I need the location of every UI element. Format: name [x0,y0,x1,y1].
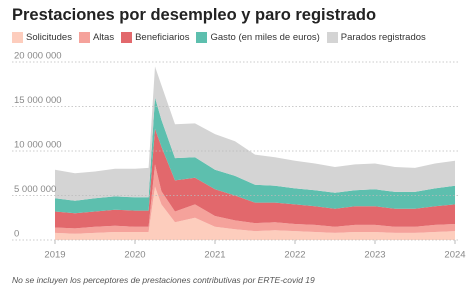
y-tick-label: 0 [14,229,19,240]
chart: 0 5 000 000 10 000 000 15 000 000 20 000 000… [12,51,466,261]
legend: Solicitudes Altas Beneficiarios Gasto (en m… [12,32,426,43]
chart-title: Prestaciones por desempleo y paro regist… [12,6,377,24]
legend-label: Parados registrados [340,32,426,43]
legend-label: Altas [92,32,115,43]
y-tick-label: 10 000 000 [14,140,62,151]
area [55,186,455,240]
y-tick-label: 15 000 000 [14,95,62,106]
legend-label: Beneficiarios [135,32,190,43]
legend-swatch [78,32,90,43]
legend-item: Solicitudes [12,32,72,43]
legend-label: Solicitudes [26,32,72,43]
legend-swatch [121,32,133,43]
y-tick-label: 5 000 000 [14,184,56,195]
legend-swatch [196,32,208,43]
legend-item: Altas [78,32,115,43]
legend-item: Parados registrados [326,32,426,43]
footnote: No se incluyen los perceptores de presta… [12,275,315,285]
legend-item: Gasto (en miles de euros) [196,32,320,43]
area [55,128,455,229]
x-tick-label: 2023 [364,250,385,261]
legend-swatch [326,32,338,43]
x-tick-label: 2024 [444,250,465,261]
x-tick-label: 2021 [204,250,225,261]
area [55,97,455,214]
area [55,66,455,201]
y-tick-label: 20 000 000 [14,51,62,62]
legend-label: Gasto (en miles de euros) [210,32,320,43]
area [55,164,455,234]
legend-swatch [12,32,23,43]
x-tick-label: 2022 [284,250,305,261]
legend-item: Beneficiarios [121,32,189,43]
x-tick-label: 2020 [124,250,145,261]
x-tick-label: 2019 [44,250,65,261]
